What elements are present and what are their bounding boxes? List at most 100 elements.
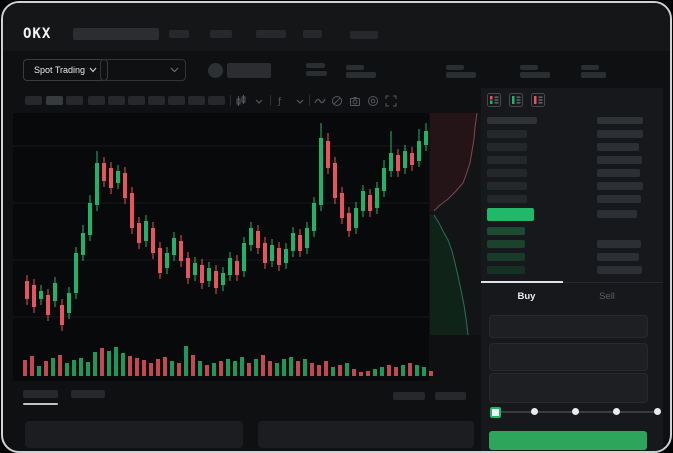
candle-type-icon[interactable]: [235, 95, 247, 107]
nav-menu-item-placeholder[interactable]: [210, 30, 232, 38]
orderbook-sell-icon[interactable]: [531, 93, 545, 107]
amount-input[interactable]: [489, 343, 648, 371]
bid-price-cell[interactable]: [487, 253, 525, 261]
volume-bar: [128, 356, 132, 376]
candlestick: [53, 283, 57, 301]
active-tab-indicator: [481, 281, 563, 283]
nav-menu-item-placeholder[interactable]: [256, 30, 286, 38]
ticker-stat-placeholder: [346, 72, 376, 78]
timeframe-button-slot[interactable]: [108, 96, 125, 105]
chevron-down-icon[interactable]: [294, 95, 306, 107]
volume-bar: [282, 359, 286, 376]
volume-bar: [163, 357, 167, 376]
timeframe-button-slot[interactable]: [25, 96, 42, 105]
candlestick: [347, 213, 351, 231]
ticker-stat-placeholder: [581, 65, 599, 70]
bid-price-cell[interactable]: [487, 227, 525, 235]
tab-buy[interactable]: Buy: [517, 291, 536, 302]
timeframe-button-slot[interactable]: [148, 96, 165, 105]
orderbook-combined-icon[interactable]: [487, 93, 501, 107]
bid-price-cell[interactable]: [487, 266, 525, 274]
toolbar-divider: [270, 95, 271, 106]
candlestick: [25, 281, 29, 299]
ask-price-cell[interactable]: [487, 169, 527, 177]
candlestick: [95, 163, 99, 205]
buy-submit-button[interactable]: [489, 431, 647, 450]
candlestick: [235, 261, 239, 275]
volume-bar: [394, 367, 398, 376]
chevron-down-icon[interactable]: [253, 95, 265, 107]
ask-price-cell[interactable]: [487, 130, 527, 138]
total-input[interactable]: [489, 373, 648, 403]
ask-amount-cell[interactable]: [597, 195, 641, 203]
slider-handle[interactable]: [490, 407, 501, 418]
bid-amount-cell[interactable]: [597, 253, 639, 261]
slider-step-dot[interactable]: [531, 408, 538, 415]
slider-step-dot[interactable]: [654, 408, 661, 415]
ticker-stat-placeholder: [306, 71, 327, 76]
orders-content-box: [25, 421, 243, 448]
coin-avatar: [208, 63, 223, 78]
bid-amount-cell[interactable]: [597, 266, 642, 274]
candlestick: [81, 233, 85, 255]
candlestick: [382, 168, 386, 191]
volume-bar: [65, 363, 69, 376]
compare-icon[interactable]: [331, 95, 343, 107]
ask-price-cell[interactable]: [487, 195, 527, 203]
candlestick: [221, 273, 225, 285]
timeframe-button-slot[interactable]: [208, 96, 225, 105]
ask-amount-cell[interactable]: [597, 169, 640, 177]
timeframe-button-slot[interactable]: [188, 96, 205, 105]
timeframe-button-slot[interactable]: [46, 96, 63, 105]
ask-amount-cell[interactable]: [597, 130, 643, 138]
slider-step-dot[interactable]: [613, 408, 620, 415]
slider-step-dot[interactable]: [572, 408, 579, 415]
bid-price-cell[interactable]: [487, 240, 525, 248]
volume-bar: [23, 360, 27, 376]
candlestick: [228, 258, 232, 275]
ask-amount-cell[interactable]: [597, 143, 639, 151]
candlestick: [396, 155, 400, 171]
bid-amount-cell[interactable]: [597, 240, 641, 248]
volume-bar: [331, 367, 335, 376]
fullscreen-icon[interactable]: [385, 95, 397, 107]
orders-action-placeholder[interactable]: [435, 392, 466, 400]
ask-price-cell[interactable]: [487, 182, 527, 190]
camera-icon[interactable]: [349, 95, 361, 107]
orders-tab-placeholder[interactable]: [23, 390, 58, 398]
timeframe-button-slot[interactable]: [88, 96, 105, 105]
orders-tab-placeholder[interactable]: [71, 390, 105, 398]
orders-action-placeholder[interactable]: [393, 392, 425, 400]
nav-menu-item-placeholder[interactable]: [303, 30, 322, 38]
timeframe-button-slot[interactable]: [168, 96, 185, 105]
ask-price-cell[interactable]: [487, 156, 527, 164]
orderbook-header-placeholder: [597, 117, 643, 124]
wave-line-icon[interactable]: [314, 95, 326, 107]
volume-bar: [289, 357, 293, 376]
ask-price-cell[interactable]: [487, 143, 527, 151]
tab-sell[interactable]: Sell: [599, 291, 615, 302]
candlestick: [151, 228, 155, 253]
settings-icon[interactable]: [367, 95, 379, 107]
volume-bar: [366, 371, 370, 376]
volume-bar: [352, 369, 356, 376]
candlestick: [109, 168, 113, 188]
nav-menu-item-placeholder[interactable]: [169, 30, 189, 38]
candlestick: [284, 249, 288, 263]
market-type-selector[interactable]: Spot Trading: [23, 59, 108, 81]
nav-menu-item-placeholder[interactable]: [350, 31, 378, 39]
volume-bar: [107, 351, 111, 376]
volume-bar: [240, 357, 244, 376]
search-bar-placeholder[interactable]: [73, 28, 159, 40]
ask-amount-cell[interactable]: [597, 182, 643, 190]
timeframe-button-slot[interactable]: [66, 96, 83, 105]
ask-amount-cell[interactable]: [597, 156, 642, 164]
indicators-icon[interactable]: ƒ: [276, 95, 288, 107]
pair-selector-dropdown[interactable]: [100, 59, 186, 81]
timeframe-button-slot[interactable]: [128, 96, 145, 105]
market-type-label: Spot Trading: [33, 65, 86, 75]
price-input[interactable]: [489, 315, 648, 338]
orderbook-buy-icon[interactable]: [509, 93, 523, 107]
